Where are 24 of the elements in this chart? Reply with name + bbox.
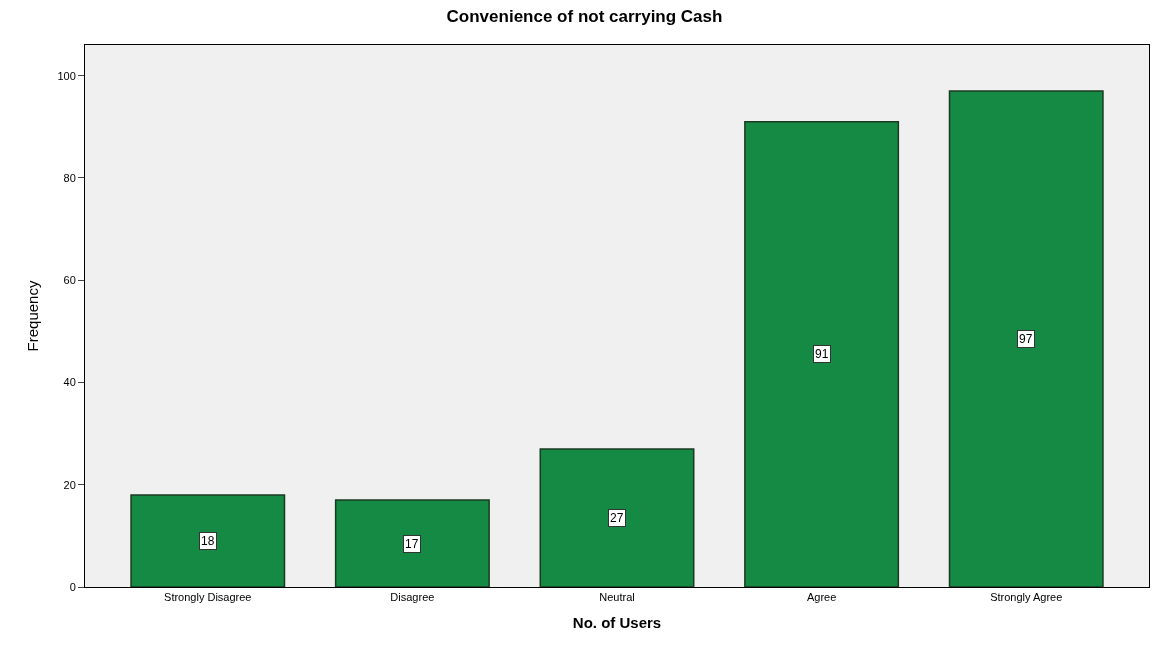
- y-tick-label: 20: [63, 478, 76, 491]
- y-tick-label: 80: [63, 171, 76, 184]
- data-label: 27: [610, 511, 624, 525]
- bar: [744, 120, 900, 587]
- y-axis-title: Frequency: [23, 280, 41, 352]
- data-label: 17: [405, 537, 419, 551]
- chart-title: Convenience of not carrying Cash: [446, 6, 723, 26]
- data-label: 97: [1019, 332, 1033, 346]
- data-label: 91: [815, 347, 829, 361]
- x-tick-label: Disagree: [390, 591, 435, 604]
- bar: [948, 90, 1104, 587]
- bar: [539, 448, 695, 587]
- x-axis-title: No. of Users: [572, 614, 662, 632]
- data-label: 18: [201, 534, 215, 548]
- x-tick-label: Agree: [806, 591, 837, 604]
- bar: [334, 499, 490, 587]
- bar: [130, 494, 286, 587]
- y-tick-label: 100: [57, 69, 76, 82]
- y-tick-label: 60: [63, 274, 76, 287]
- x-tick-label: Neutral: [599, 591, 635, 604]
- x-tick-label: Strongly Disagree: [164, 591, 252, 604]
- y-tick-label: 40: [63, 376, 76, 389]
- y-tick-label: 0: [69, 580, 76, 593]
- x-tick-label: Strongly Agree: [990, 591, 1063, 604]
